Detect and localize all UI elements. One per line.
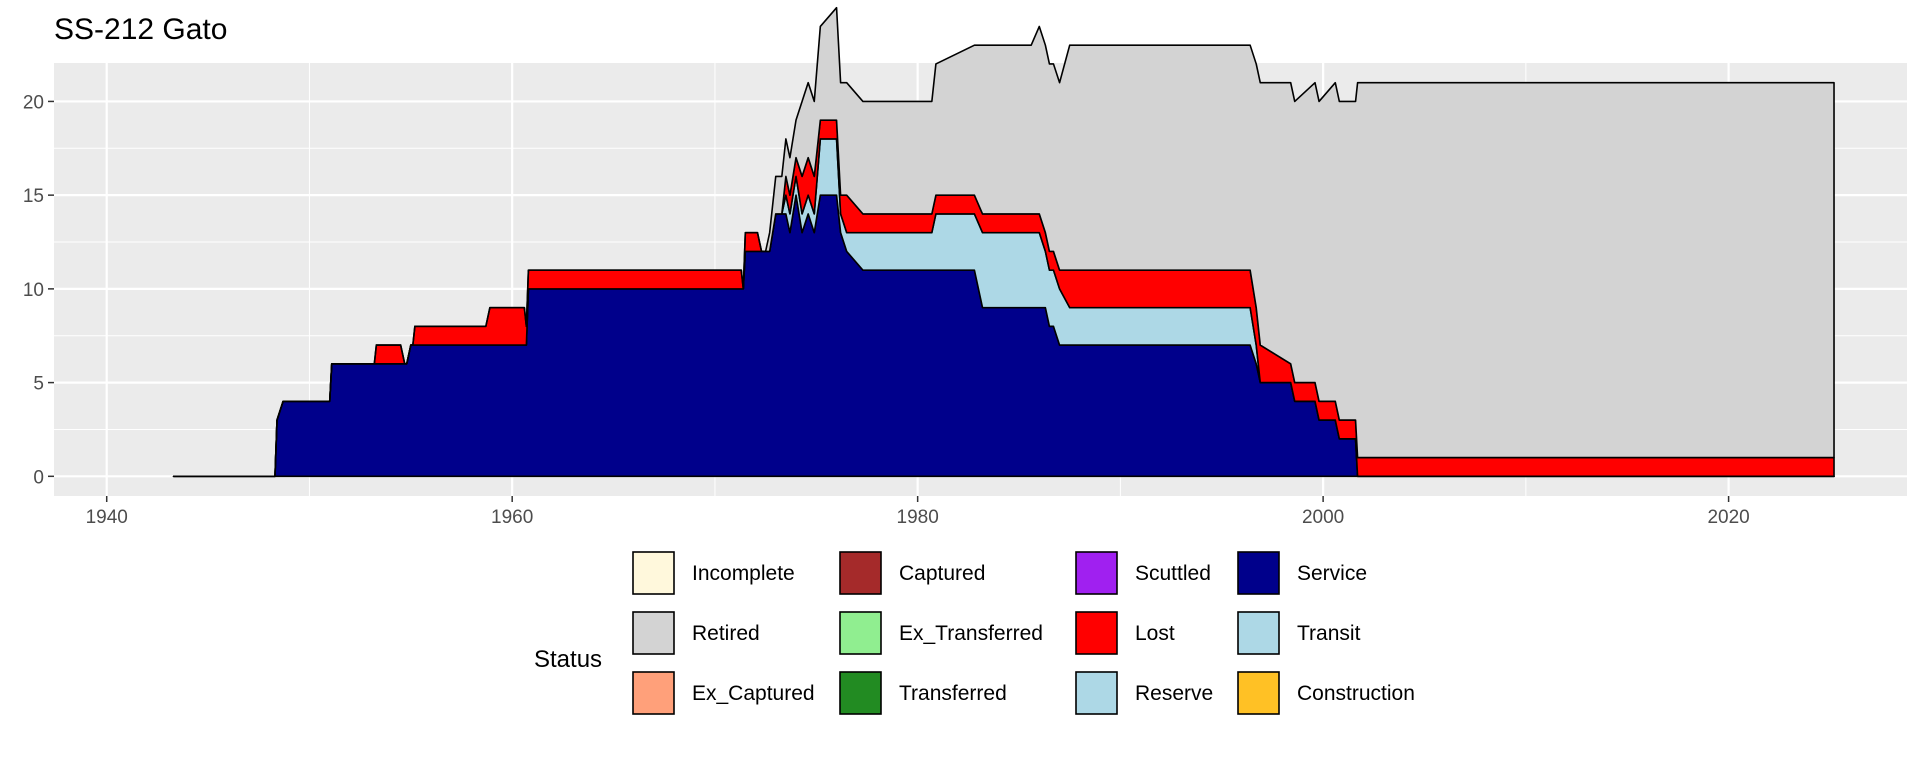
y-tick-label: 15 [23, 186, 44, 207]
series-area-retired [172, 6, 1835, 478]
legend-key-retired [632, 611, 675, 655]
x-tick-label: 2020 [1707, 507, 1749, 528]
legend-key-incomplete [632, 551, 675, 595]
x-tick-label: 1960 [491, 507, 533, 528]
x-tick-label: 1980 [897, 507, 939, 528]
legend-label-scuttled: Scuttled [1135, 562, 1211, 585]
legend-key-construction [1237, 671, 1280, 715]
axes-layer: 1940 1960 1980 2000 2020 0 5 10 15 20 [23, 92, 1750, 528]
legend-label-transit: Transit [1297, 622, 1361, 645]
legend-label-captured: Captured [899, 562, 985, 585]
legend-label-ex-transferred: Ex_Transferred [899, 622, 1043, 645]
legend-key-lost [1075, 611, 1118, 655]
series-layer [172, 6, 1835, 478]
legend-key-service [1237, 551, 1280, 595]
legend-key-transferred [839, 671, 882, 715]
legend-key-ex-captured [632, 671, 675, 715]
legend-label-lost: Lost [1135, 622, 1175, 645]
legend-key-captured [839, 551, 882, 595]
legend-label-incomplete: Incomplete [692, 562, 795, 585]
legend: Status Incomplete Retired Ex_Captured Captu… [534, 551, 1415, 715]
legend-label-ex-captured: Ex_Captured [692, 682, 815, 705]
y-tick-label: 0 [33, 467, 44, 488]
legend-key-transit [1237, 611, 1280, 655]
y-tick-label: 20 [23, 92, 44, 113]
legend-label-transferred: Transferred [899, 682, 1007, 705]
legend-title: Status [534, 646, 602, 673]
legend-key-scuttled [1075, 551, 1118, 595]
legend-label-reserve: Reserve [1135, 682, 1213, 705]
legend-key-reserve [1075, 671, 1118, 715]
x-tick-label: 2000 [1302, 507, 1344, 528]
legend-key-ex-transferred [839, 611, 882, 655]
x-tick-label: 1940 [86, 507, 128, 528]
y-tick-label: 5 [33, 374, 44, 395]
legend-label-retired: Retired [692, 622, 760, 645]
y-tick-label: 10 [23, 280, 44, 301]
legend-label-construction: Construction [1297, 682, 1415, 705]
legend-label-service: Service [1297, 562, 1367, 585]
chart-title: SS-212 Gato [54, 13, 227, 46]
